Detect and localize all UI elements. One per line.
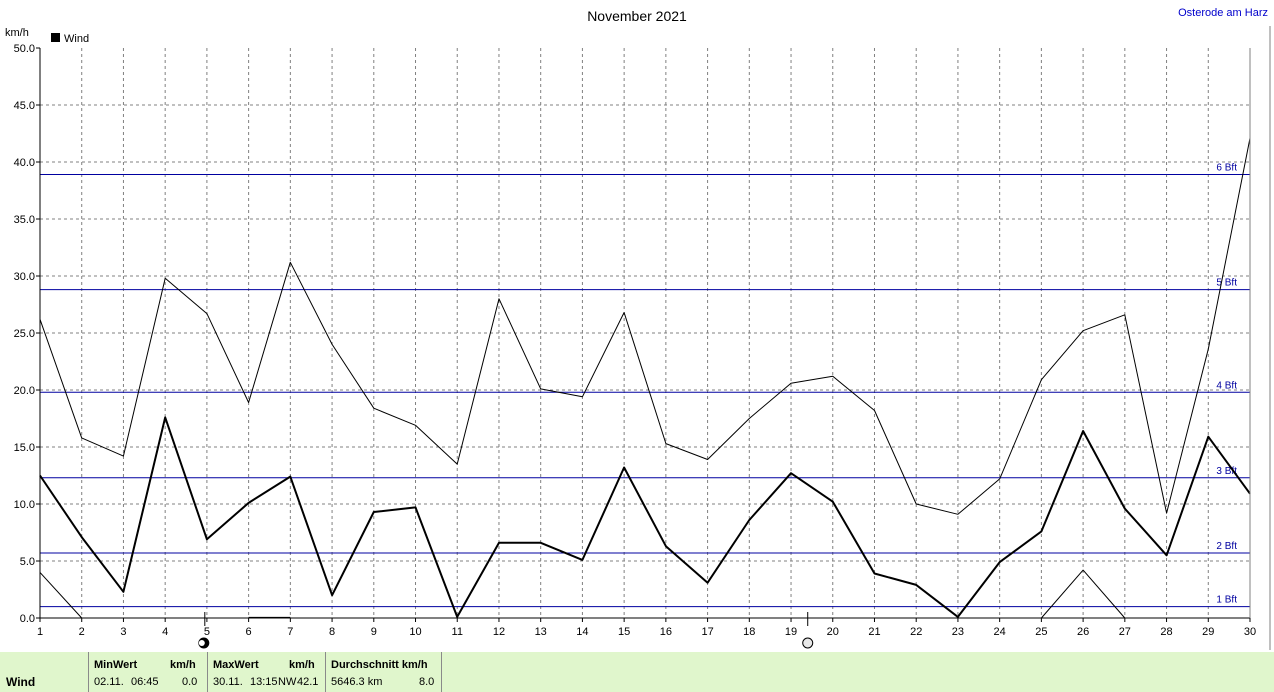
avg-distance: 5646.3 km [331,676,383,688]
beaufort-label: 1 Bft [1216,595,1237,606]
max-time: 13:15 [250,676,278,688]
beaufort-label: 4 Bft [1216,380,1237,391]
x-tick-label: 17 [701,626,713,638]
x-tick-label: 2 [79,626,85,638]
x-tick-label: 28 [1160,626,1172,638]
min-date: 02.11. [94,676,124,688]
x-tick-label: 13 [535,626,547,638]
y-tick-label: 35.0 [14,214,35,226]
series-line-wind-gust [39,572,83,619]
min-time: 06:45 [131,676,159,688]
x-tick-label: 27 [1119,626,1131,638]
full-moon-icon [802,637,814,649]
y-axis-unit: km/h [5,27,29,39]
beaufort-label: 3 Bft [1216,466,1237,477]
x-tick-label: 16 [660,626,672,638]
x-tick-label: 4 [162,626,168,638]
grid [40,48,1250,618]
legend-swatch [51,33,60,42]
legend-label: Wind [64,33,89,45]
max-unit: km/h [289,659,315,671]
beaufort-lines: 1 Bft 2 Bft 3 Bft 4 Bft 5 Bft 6 Bft [40,163,1250,608]
x-tick-label: 21 [868,626,880,638]
x-tick-label: 9 [371,626,377,638]
y-tick-label: 50.0 [14,43,35,55]
x-tick-label: 14 [576,626,588,638]
min-value: 0.0 [182,676,198,688]
x-tick-label: 8 [329,626,335,638]
x-tick-label: 11 [452,626,463,638]
new-moon-crescent [198,640,205,646]
x-tick-label: 1 [37,626,43,638]
beaufort-label: 6 Bft [1216,163,1237,174]
y-tick-label: 5.0 [20,556,35,568]
y-tick-label: 10.0 [14,499,35,511]
series-group [39,138,1251,619]
station-name: Osterode am Harz [1178,7,1268,19]
x-tick-label: 7 [287,626,293,638]
wind-chart: November 2021 Osterode am Harz km/h Wind… [5,7,1271,650]
y-tick-label: 0.0 [20,613,35,625]
x-tick-label: 5 [204,626,210,638]
x-tick-label: 22 [910,626,922,638]
footer-row-label: Wind [6,675,36,689]
x-tick-label: 23 [952,626,964,638]
max-date: 30.11. [213,676,243,688]
stats-footer: Wind MinWert km/h 02.11. 06:45 0.0 MaxWe… [0,652,1274,692]
x-tick-label: 20 [827,626,839,638]
x-tick-label: 30 [1244,626,1256,638]
y-tick-label: 25.0 [14,328,35,340]
x-tick-label: 24 [994,626,1006,638]
max-value: 42.1 [297,676,319,688]
y-tick-label: 20.0 [14,385,35,397]
x-tick-label: 19 [785,626,797,638]
x-tick-label: 15 [618,626,630,638]
series-line-wind-avg [39,416,1251,618]
x-tick-label: 12 [493,626,505,638]
moon-markers [198,612,814,649]
series-line-wind-gust [39,138,1251,515]
x-tick-label: 29 [1202,626,1214,638]
y-tick-label: 30.0 [14,271,35,283]
y-tick-label: 40.0 [14,157,35,169]
axes: 0.0 5.0 10.0 15.0 20.0 25.0 30.0 35.0 40.0 45.0 50… [14,26,1271,650]
series-line-wind-gust [1041,569,1126,619]
y-tick-label: 45.0 [14,100,35,112]
x-tick-label: 3 [120,626,126,638]
chart-title: November 2021 [587,8,687,24]
x-tick-label: 26 [1077,626,1089,638]
x-tick-label: 10 [409,626,421,638]
x-tick-label: 25 [1035,626,1047,638]
avg-header: Durchschnitt km/h [331,659,428,671]
beaufort-label: 5 Bft [1216,278,1237,289]
max-header: MaxWert [213,659,259,671]
beaufort-label: 2 Bft [1216,541,1237,552]
avg-value: 8.0 [419,676,435,688]
min-header: MinWert [94,659,138,671]
y-tick-label: 15.0 [14,442,35,454]
x-tick-label: 18 [743,626,755,638]
x-tick-label: 6 [246,626,252,638]
min-unit: km/h [170,659,196,671]
max-dir: NW [278,676,297,688]
